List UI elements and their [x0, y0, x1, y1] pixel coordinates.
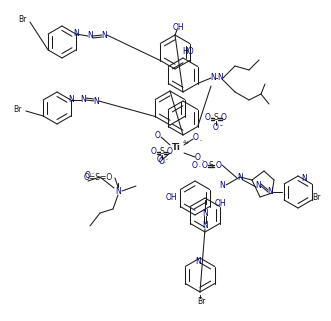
Text: O=S=O: O=S=O [83, 173, 113, 183]
Text: O: O [195, 153, 201, 162]
Text: Br: Br [312, 194, 320, 203]
Text: O: O [159, 158, 165, 167]
Text: N: N [73, 29, 79, 38]
Text: N: N [219, 180, 225, 189]
Text: N: N [93, 97, 99, 106]
Text: -: - [220, 122, 222, 131]
Text: N: N [202, 209, 208, 218]
Text: N: N [68, 94, 74, 103]
Text: O: O [167, 148, 173, 157]
Text: N: N [217, 74, 223, 82]
Text: N: N [195, 256, 201, 265]
Text: N: N [115, 187, 121, 195]
Text: HO: HO [182, 47, 194, 56]
Text: Br: Br [18, 15, 26, 24]
Text: -: - [200, 138, 202, 143]
Text: N: N [301, 174, 307, 183]
Text: O: O [155, 132, 161, 141]
Text: O: O [216, 160, 222, 169]
Text: 4+: 4+ [182, 141, 190, 145]
Text: O: O [151, 148, 157, 157]
Text: O: O [213, 124, 219, 133]
Text: N: N [210, 74, 216, 82]
Text: -: - [202, 159, 204, 163]
Text: O: O [205, 114, 211, 123]
Text: Br: Br [197, 297, 205, 306]
Text: OH: OH [172, 22, 184, 31]
Text: -: - [164, 160, 166, 166]
Text: Br: Br [13, 106, 21, 115]
Text: N: N [267, 187, 273, 196]
Text: N: N [80, 96, 86, 105]
Text: O: O [221, 114, 227, 123]
Text: S: S [160, 148, 165, 157]
Text: N: N [237, 173, 243, 183]
Text: OH: OH [165, 194, 177, 203]
Text: N: N [255, 180, 261, 189]
Text: S: S [213, 114, 218, 123]
Text: O: O [157, 155, 163, 164]
Text: O: O [193, 134, 199, 143]
Text: O: O [192, 160, 198, 169]
Text: -: - [92, 171, 94, 177]
Text: -: - [199, 164, 201, 169]
Text: N: N [202, 221, 208, 230]
Text: OH: OH [214, 198, 226, 207]
Text: S: S [209, 160, 213, 169]
Text: -: - [166, 158, 168, 162]
Text: N: N [87, 31, 93, 40]
Text: O: O [85, 171, 91, 180]
Text: O: O [202, 160, 208, 169]
Text: N: N [101, 30, 107, 39]
Text: Ti: Ti [171, 143, 180, 152]
Text: -: - [162, 136, 164, 142]
